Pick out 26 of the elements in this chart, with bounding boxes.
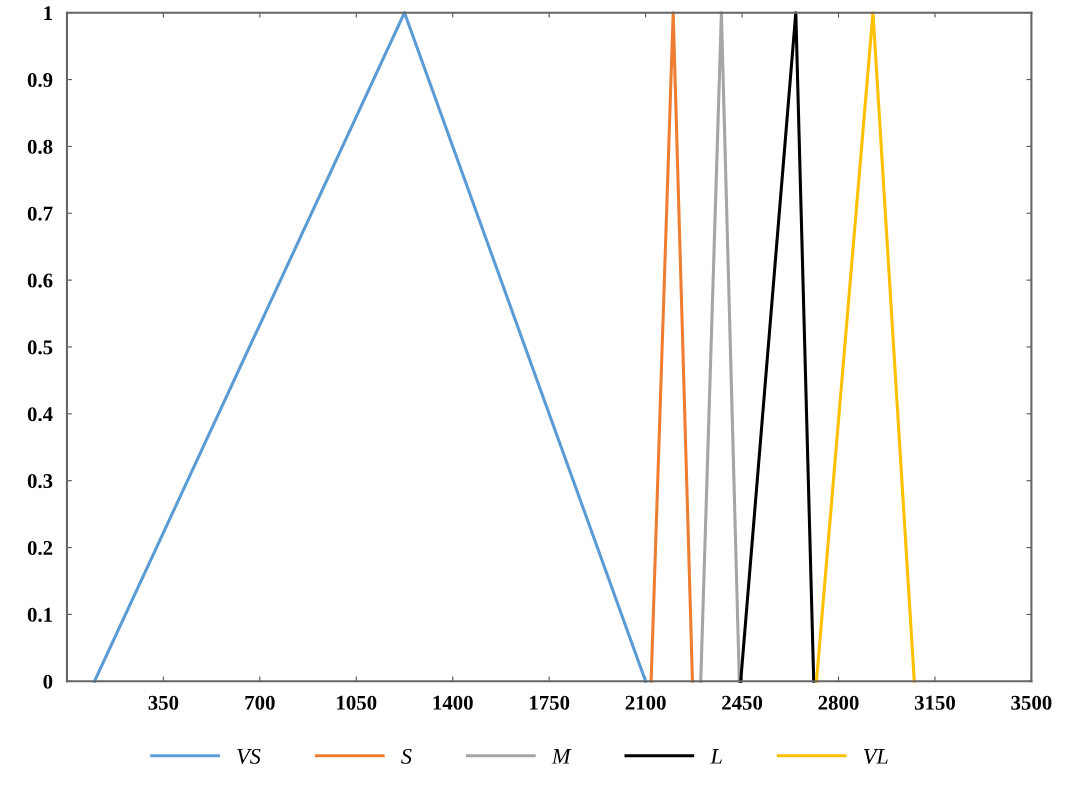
x-tick-label: 3150 bbox=[914, 695, 955, 710]
y-tick-label: 0.7 bbox=[27, 206, 53, 221]
y-tick-label: 0.4 bbox=[27, 407, 53, 422]
y-tick-label: 1 bbox=[44, 6, 52, 20]
x-tick-label: 700 bbox=[245, 695, 275, 710]
y-tick-label: 0.8 bbox=[27, 139, 53, 154]
x-tick-label: 1400 bbox=[433, 695, 473, 710]
y-tick-label: 0.1 bbox=[27, 607, 52, 622]
y-tick-label: 0 bbox=[43, 674, 53, 689]
x-tick-label: 1750 bbox=[530, 695, 570, 710]
x-tick-label: 2800 bbox=[818, 695, 859, 710]
x-tick-label: 3500 bbox=[1011, 695, 1052, 710]
x-tick-label: 2100 bbox=[625, 695, 666, 710]
legend-label: L bbox=[710, 749, 722, 764]
x-tick-label: 2450 bbox=[722, 695, 763, 710]
x-tick-label: 350 bbox=[148, 695, 179, 710]
y-tick-label: 0.6 bbox=[27, 273, 53, 288]
legend-label: VL bbox=[864, 749, 888, 764]
y-tick-label: 0.5 bbox=[27, 340, 53, 355]
legend-label: S bbox=[401, 748, 412, 764]
legend-label: VS bbox=[237, 748, 261, 764]
x-tick-label: 1050 bbox=[337, 695, 377, 710]
y-tick-label: 0.9 bbox=[27, 72, 53, 88]
legend-label: M bbox=[551, 749, 572, 764]
y-tick-label: 0.2 bbox=[27, 540, 53, 556]
y-tick-label: 0.3 bbox=[27, 474, 53, 489]
